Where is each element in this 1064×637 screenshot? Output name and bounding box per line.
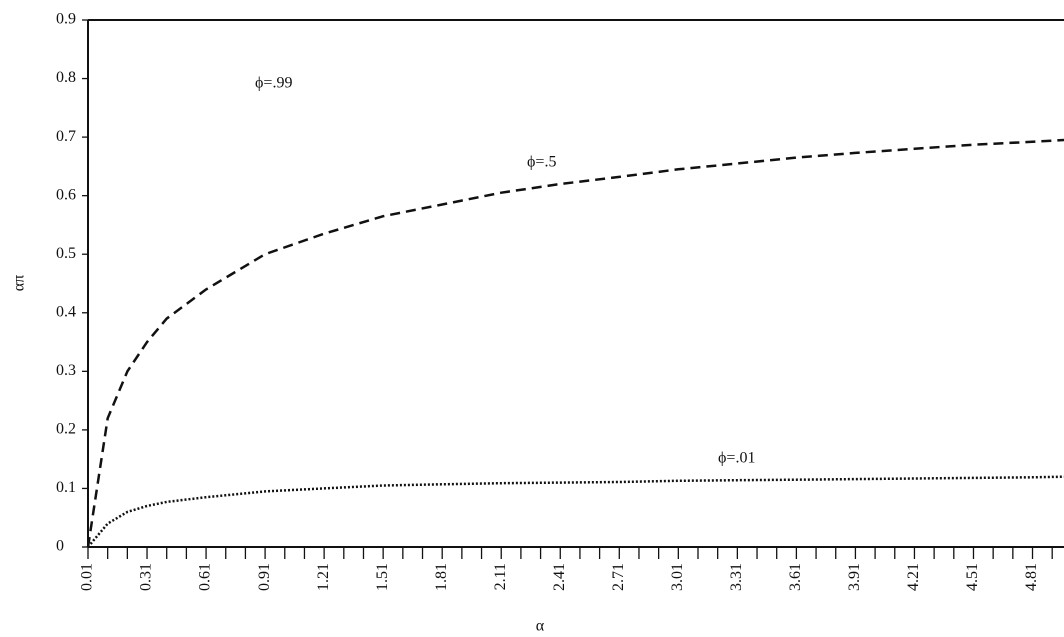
x-tick-label: 3.61: [787, 563, 804, 591]
y-tick-label: 0.4: [56, 303, 76, 320]
x-tick-label: 4.21: [905, 563, 922, 591]
x-tick-label: 1.81: [433, 563, 450, 591]
x-tick-label: 3.31: [728, 563, 745, 591]
annotation: ϕ=.99: [255, 75, 292, 92]
y-tick-label: 0.5: [56, 245, 76, 262]
series-line: [87, 475, 1064, 548]
x-tick-label: 2.71: [610, 563, 627, 591]
x-tick-label: 4.51: [964, 563, 981, 591]
x-tick-label: 2.11: [492, 563, 509, 590]
x-tick-label: 3.91: [846, 563, 863, 591]
x-tick-label: 0.61: [197, 563, 214, 591]
y-tick-label: 0: [56, 538, 64, 555]
x-axis-label: α: [536, 618, 545, 635]
x-tick-label: 1.51: [374, 563, 391, 591]
x-tick-label: 0.31: [138, 563, 155, 591]
series-label: ϕ=.5: [527, 154, 556, 171]
x-tick-label: 0.01: [79, 563, 96, 591]
y-tick-label: 0.7: [56, 128, 76, 145]
series-label: ϕ=.01: [718, 450, 755, 467]
y-tick-label: 0.9: [56, 11, 76, 28]
x-tick-label: 3.01: [669, 563, 686, 591]
y-tick-label: 0.2: [56, 421, 76, 438]
y-tick-label: 0.8: [56, 69, 76, 86]
y-tick-label: 0.3: [56, 362, 76, 379]
x-tick-label: 1.21: [315, 563, 332, 591]
y-axis-label: απ: [11, 275, 28, 291]
y-tick-label: 0.6: [56, 186, 76, 203]
series-line: [86, 138, 1064, 548]
x-tick-label: 2.41: [551, 563, 568, 591]
x-tick-label: 0.91: [256, 563, 273, 591]
x-tick-label: 4.81: [1023, 563, 1040, 591]
y-tick-label: 0.1: [56, 479, 76, 496]
